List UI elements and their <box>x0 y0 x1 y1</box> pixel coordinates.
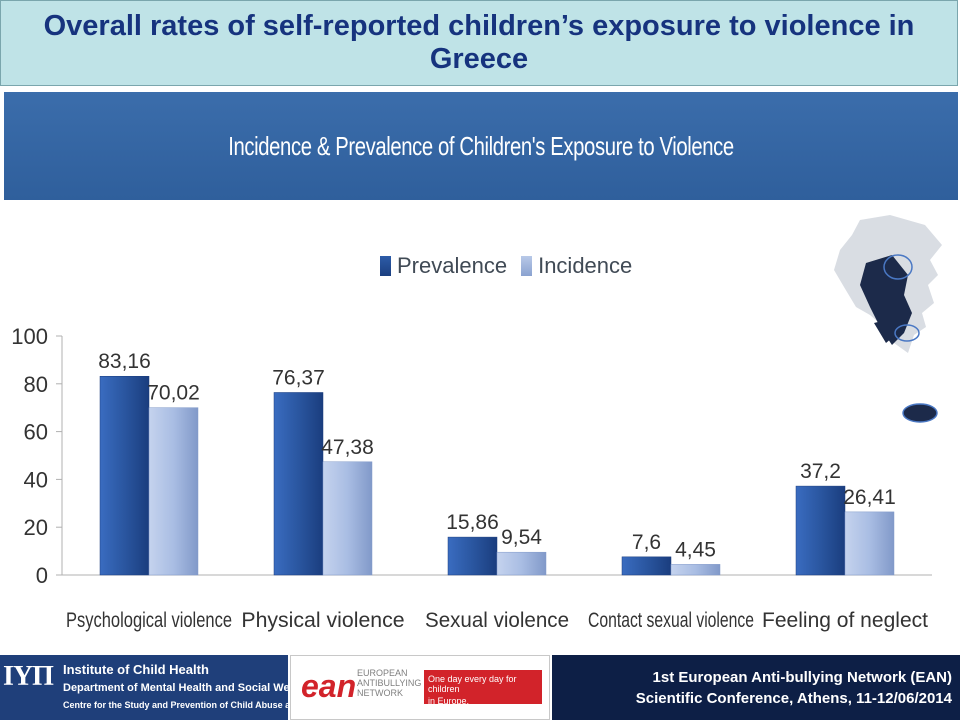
data-label-prevalence: 76,37 <box>272 366 325 389</box>
slide-title-bar: Overall rates of self-reported children’… <box>0 0 958 86</box>
data-label-prevalence: 83,16 <box>98 350 151 373</box>
ich-banner: ΙΥΠ Institute of Child Health Department… <box>0 655 336 720</box>
y-tick-label: 60 <box>24 420 48 445</box>
data-label-prevalence: 7,6 <box>632 531 661 554</box>
ean-slogan-line-1: One day every day for children <box>428 674 517 694</box>
chart-title: Incidence & Prevalence of Children's Exp… <box>228 130 734 161</box>
y-tick-label: 40 <box>24 467 48 492</box>
ich-department-name: Department of Mental Health and Social W… <box>63 682 313 694</box>
bar-prevalence <box>99 375 150 576</box>
bar-prevalence <box>795 485 846 576</box>
data-label-prevalence: 37,2 <box>800 460 841 483</box>
ich-institute-name: Institute of Child Health <box>63 662 209 677</box>
data-label-incidence: 70,02 <box>147 382 200 405</box>
bar-incidence <box>844 511 895 576</box>
data-label-incidence: 9,54 <box>501 526 542 549</box>
ich-logo: ΙΥΠ <box>3 661 54 692</box>
ean-banner: ean EUROPEAN ANTIBULLYING NETWORK One da… <box>290 655 550 720</box>
ean-line-2: ANTIBULLYING <box>357 678 422 688</box>
y-tick-label: 80 <box>24 372 48 397</box>
bar-prevalence <box>621 556 672 576</box>
footer: ΙΥΠ Institute of Child Health Department… <box>0 655 960 720</box>
bar-chart: 0 20 40 60 80 100 83,16 70,02 Psychological viol… <box>11 324 932 632</box>
bar-incidence <box>148 407 199 576</box>
data-label-incidence: 47,38 <box>321 436 374 459</box>
y-tick-label: 0 <box>36 563 48 588</box>
legend-swatch-prevalence <box>380 256 391 276</box>
y-tick-label: 100 <box>11 324 48 349</box>
legend-label-prevalence: Prevalence <box>397 253 508 278</box>
x-category-label: Psychological violence <box>66 609 232 632</box>
bar-prevalence <box>447 536 498 576</box>
slide-title: Overall rates of self-reported children’… <box>43 10 915 75</box>
bar-prevalence <box>273 392 324 576</box>
conference-line-2: Scientific Conference, Athens, 11-12/06/… <box>635 690 952 707</box>
chart-legend: Prevalence Incidence <box>380 253 632 279</box>
ean-network-name: EUROPEAN ANTIBULLYING NETWORK <box>357 668 421 698</box>
ean-slogan-box: One day every day for children in Europe… <box>424 670 542 706</box>
bar-incidence <box>670 564 721 576</box>
ean-line-3: NETWORK <box>357 688 403 698</box>
ich-centre-name: Centre for the Study and Prevention of C… <box>63 700 337 710</box>
legend-label-incidence: Incidence <box>538 253 633 278</box>
chart-header: Incidence & Prevalence of Children's Exp… <box>4 92 958 200</box>
x-category-label: Physical violence <box>241 609 404 632</box>
legend-swatch-incidence <box>521 256 533 276</box>
ean-line-1: EUROPEAN <box>357 668 408 678</box>
y-tick-label: 20 <box>24 515 48 540</box>
bar-incidence <box>496 551 547 576</box>
legend-item-prevalence: Prevalence <box>380 253 507 279</box>
greece-map-icon <box>834 215 942 423</box>
ean-logo: ean <box>301 668 357 704</box>
conference-banner: 1st European Anti-bullying Network (EAN)… <box>552 655 960 720</box>
legend-item-incidence: Incidence <box>521 253 632 279</box>
ean-slogan-line-2: in Europe, <box>428 696 470 706</box>
data-label-prevalence: 15,86 <box>446 511 499 534</box>
conference-line-1: 1st European Anti-bullying Network (EAN) <box>652 669 952 686</box>
x-category-label: Feeling of neglect <box>762 609 928 632</box>
x-category-label: Sexual violence <box>425 609 569 632</box>
x-category-label: Contact sexual violence <box>588 609 754 632</box>
bar-incidence <box>322 461 373 576</box>
data-label-incidence: 26,41 <box>843 486 896 509</box>
data-label-incidence: 4,45 <box>675 538 716 561</box>
